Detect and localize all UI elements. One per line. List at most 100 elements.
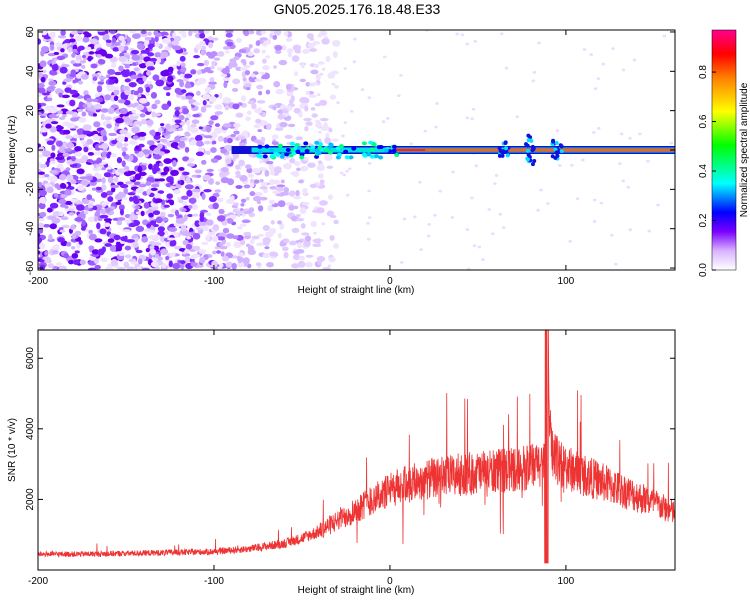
heatmap-cell [226,41,234,47]
heatmap-cell [238,159,246,167]
snr-y-axis-label: SNR (10 * v/v) [7,418,18,482]
heatmap-cell [82,55,87,59]
heatmap-cell [70,30,79,35]
heatmap-cell [119,52,125,58]
ridge-blob [279,154,285,159]
heatmap-cell [218,242,224,247]
heatmap-cell [236,37,242,43]
heatmap-cell [46,186,54,194]
heatmap-cell [217,51,225,57]
heatmap-cell [201,159,207,165]
heatmap-cell [609,233,614,237]
heatmap-cell [217,135,224,142]
heatmap-cell [53,51,60,56]
heatmap-cell [154,147,161,154]
heatmap-cell [77,80,84,85]
heatmap-cell [179,80,185,88]
heatmap-cell [88,217,94,223]
heatmap-cell [273,179,280,185]
heatmap-cell [134,205,141,210]
heatmap-cell [38,112,43,116]
heatmap-cell [199,216,205,223]
heatmap-cell [269,251,278,257]
heatmap-cell [104,266,114,270]
heatmap-cell [160,211,166,218]
snr-x-axis-label: Height of straight line (km) [298,585,415,596]
heatmap-cell [93,121,101,128]
heatmap-cell [188,204,193,209]
heatmap-cell [55,156,64,161]
heatmap-cell [298,255,306,261]
heatmap-cell [202,93,211,100]
heatmap-cell [70,60,76,65]
ridge-blob [559,144,564,149]
heatmap-cell [60,194,68,199]
heatmap-cell [288,204,295,211]
heatmap-cell [119,129,128,135]
heatmap-cell [592,220,597,223]
heatmap-cell [319,72,324,76]
heatmap-cell [59,173,67,181]
heatmap-cell [140,30,147,35]
heatmap-cell [481,258,485,261]
snr-x-ticks: -200 -100 0 100 [28,330,575,587]
heatmap-cell [259,178,264,183]
heatmap-cell [214,189,222,193]
heatmap-cell [91,98,99,103]
heatmap-cell [116,135,125,142]
heatmap-cell [80,74,89,80]
heatmap-cell [621,179,625,183]
heatmap-cell [106,152,111,159]
heatmap-cell [315,122,322,128]
heatmap-cell [593,87,598,91]
heatmap-cell [151,111,156,118]
heatmap-cell [142,75,147,82]
heatmap-cell [305,254,314,258]
heatmap-cell [300,223,306,229]
heatmap-cell [110,184,120,189]
heatmap-cell [628,228,633,232]
heatmap-cell [160,51,169,59]
heatmap-cell [186,189,193,197]
heatmap-cell [133,90,139,96]
heatmap-cell [138,183,147,188]
heatmap-cell [104,116,113,121]
heatmap-cell [177,180,182,185]
ridge-blob [344,155,350,160]
heatmap-cell [279,121,288,128]
heatmap-cell [113,176,119,183]
heatmap-cell [231,262,237,270]
heatmap-cell [216,236,226,241]
heatmap-cell [638,132,642,136]
heatmap-cell [192,192,200,200]
heatmap-cell [157,178,166,182]
ridge-blob [257,154,263,159]
heatmap-cell [142,219,149,226]
colorbar-ticks: 0.0 0.2 0.4 0.6 0.8 [698,65,716,277]
heatmap-cell [225,32,233,38]
heatmap-cell [204,212,210,216]
heatmap-cell [611,47,615,51]
heatmap-cell [105,39,112,43]
heatmap-cell [197,77,207,85]
heatmap-cell [140,118,147,125]
heatmap-cell [154,131,161,136]
heatmap-cell [65,135,73,140]
heatmap-y-tick-label: -20 [25,182,36,197]
heatmap-cell [329,94,337,100]
heatmap-cell [39,163,48,169]
heatmap-cell [181,51,189,56]
heatmap-cell [154,35,159,43]
heatmap-cell [45,123,52,129]
heatmap-cell [58,92,63,98]
heatmap-cell [240,59,247,64]
heatmap-cell [323,122,328,129]
colorbar-frame [711,29,737,271]
heatmap-cell [206,219,214,226]
heatmap-cell [58,227,64,231]
ridge-blob [504,146,509,151]
heatmap-cell [319,117,329,122]
heatmap-cell [268,179,276,186]
